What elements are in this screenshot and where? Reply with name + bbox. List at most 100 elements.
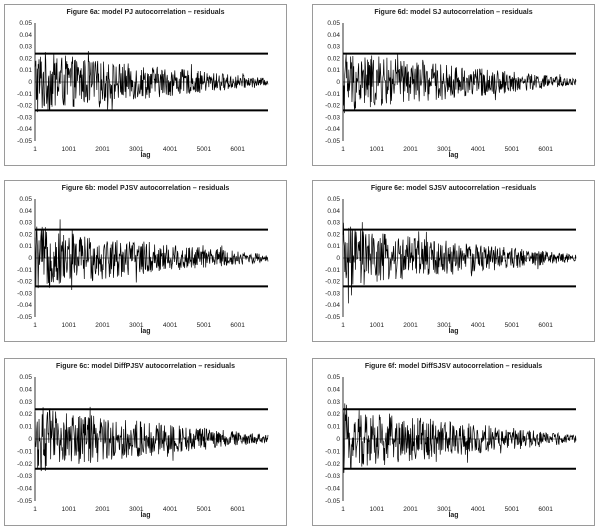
y-tick-label: 0.01 [327,67,340,74]
y-tick-label: 0.03 [19,399,32,406]
y-tick-label: -0.02 [17,103,32,110]
x-axis-label: lag [448,328,459,335]
y-tick-label: 0.02 [327,55,340,62]
y-tick-label: -0.02 [17,279,32,286]
y-tick-label: -0.04 [325,126,340,133]
y-tick-label: 0.02 [19,231,32,238]
x-tick-label: 6001 [538,146,553,153]
chart-panel-6e: Figure 6e: model SJSV autocorrelation –r… [312,180,595,342]
x-tick-label: 3001 [129,322,144,329]
y-tick-label: 0.05 [19,196,32,203]
x-tick-label: 2001 [403,322,418,329]
y-tick-label: 0.04 [19,32,32,39]
y-tick-label: -0.03 [325,473,340,480]
x-tick-label: 5001 [505,146,520,153]
y-tick-label: -0.01 [17,448,32,455]
x-tick-label: 3001 [437,322,452,329]
x-axis-label: lag [448,512,459,519]
chart-panel-6a: Figure 6a: model PJ autocorrelation – re… [4,4,287,166]
x-tick-label: 3001 [437,146,452,153]
y-tick-label: 0.03 [327,44,340,51]
y-tick-label: -0.05 [325,498,340,505]
x-tick-label: 5001 [505,506,520,513]
y-tick-label: 0 [28,255,32,262]
y-tick-label: -0.02 [325,461,340,468]
y-tick-label: 0.01 [327,243,340,250]
y-tick-label: -0.05 [17,138,32,145]
x-tick-label: 5001 [197,506,212,513]
y-tick-label: 0.02 [19,411,32,418]
y-tick-label: -0.03 [325,290,340,297]
series-line [342,54,577,114]
x-tick-label: 4001 [163,146,178,153]
chart-plot: 0.05 0.04 0.03 0.02 0.01 0 -0.01 -0.02 -0.03 -0.0… [17,374,269,513]
x-tick-label: 5001 [505,322,520,329]
x-tick-label: 5001 [197,146,212,153]
x-tick-label: 4001 [471,322,486,329]
y-tick-label: 0.02 [327,231,340,238]
x-axis-label: lag [448,152,459,159]
chart-panel-6c: Figure 6c: model DiffPJSV autocorrelatio… [4,358,287,526]
y-tick-label: 0 [28,436,32,443]
y-tick-label: -0.05 [17,498,32,505]
y-tick-label: 0 [336,436,340,443]
y-tick-label: -0.01 [325,91,340,98]
chart-panel-6b: Figure 6b: model PJSV autocorrelation – … [4,180,287,342]
y-tick-label: 0.03 [327,399,340,406]
y-tick-label: -0.03 [17,114,32,121]
y-tick-label: 0.03 [19,44,32,51]
y-tick-label: -0.04 [17,302,32,309]
y-tick-label: -0.01 [325,267,340,274]
y-tick-label: -0.03 [17,290,32,297]
y-tick-label: 0.01 [19,67,32,74]
y-tick-label: 0.03 [327,220,340,227]
y-tick-label: 0.05 [19,20,32,27]
x-tick-label: 2001 [95,146,110,153]
x-tick-label: 1 [33,506,37,513]
y-tick-label: -0.04 [17,126,32,133]
x-tick-label: 3001 [129,146,144,153]
x-tick-label: 4001 [471,146,486,153]
chart-plot: 0.05 0.04 0.03 0.02 0.01 0 -0.01 -0.02 -0.03 -0.0… [325,196,577,329]
series-line [34,219,269,291]
x-tick-label: 1001 [370,322,385,329]
y-tick-label: -0.05 [325,314,340,321]
x-tick-label: 3001 [437,506,452,513]
chart-title: Figure 6b: model PJSV autocorrelation – … [61,185,230,192]
x-tick-label: 2001 [403,506,418,513]
y-tick-label: -0.05 [17,314,32,321]
y-tick-label: -0.02 [17,461,32,468]
y-tick-label: 0.04 [327,386,340,393]
y-tick-label: 0 [28,79,32,86]
y-tick-label: -0.04 [325,486,340,493]
y-tick-label: -0.02 [325,279,340,286]
y-tick-label: 0.05 [327,196,340,203]
y-tick-label: 0.04 [19,386,32,393]
x-axis-label: lag [140,512,151,519]
y-tick-label: 0 [336,255,340,262]
x-axis-label: lag [140,328,151,335]
y-tick-label: 0.05 [19,374,32,381]
x-tick-label: 3001 [129,506,144,513]
x-tick-label: 2001 [403,146,418,153]
chart-plot: 0.05 0.04 0.03 0.02 0.01 0 -0.01 -0.02 -0.03 -0.0… [17,20,269,153]
chart-title: Figure 6e: model SJSV autocorrelation –r… [370,185,537,192]
x-tick-label: 1 [33,146,37,153]
y-tick-label: -0.04 [17,486,32,493]
x-tick-label: 1001 [370,146,385,153]
chart-plot: 0.05 0.04 0.03 0.02 0.01 0 -0.01 -0.02 -0.03 -0.0… [17,196,269,329]
chart-panel-6d: Figure 6d: model SJ autocorrelation – re… [312,4,595,166]
y-tick-label: 0.04 [327,208,340,215]
x-tick-label: 2001 [95,506,110,513]
x-axis-label: lag [140,152,151,159]
chart-title: Figure 6d: model SJ autocorrelation – re… [374,9,533,16]
x-tick-label: 6001 [538,322,553,329]
y-tick-label: -0.03 [325,114,340,121]
chart-plot: 0.05 0.04 0.03 0.02 0.01 0 -0.01 -0.02 -0.03 -0.0… [325,374,577,513]
y-tick-label: -0.02 [325,103,340,110]
y-tick-label: -0.05 [325,138,340,145]
y-tick-label: 0.01 [19,424,32,431]
y-tick-label: -0.01 [17,91,32,98]
y-tick-label: 0.04 [327,32,340,39]
y-tick-label: 0.03 [19,220,32,227]
